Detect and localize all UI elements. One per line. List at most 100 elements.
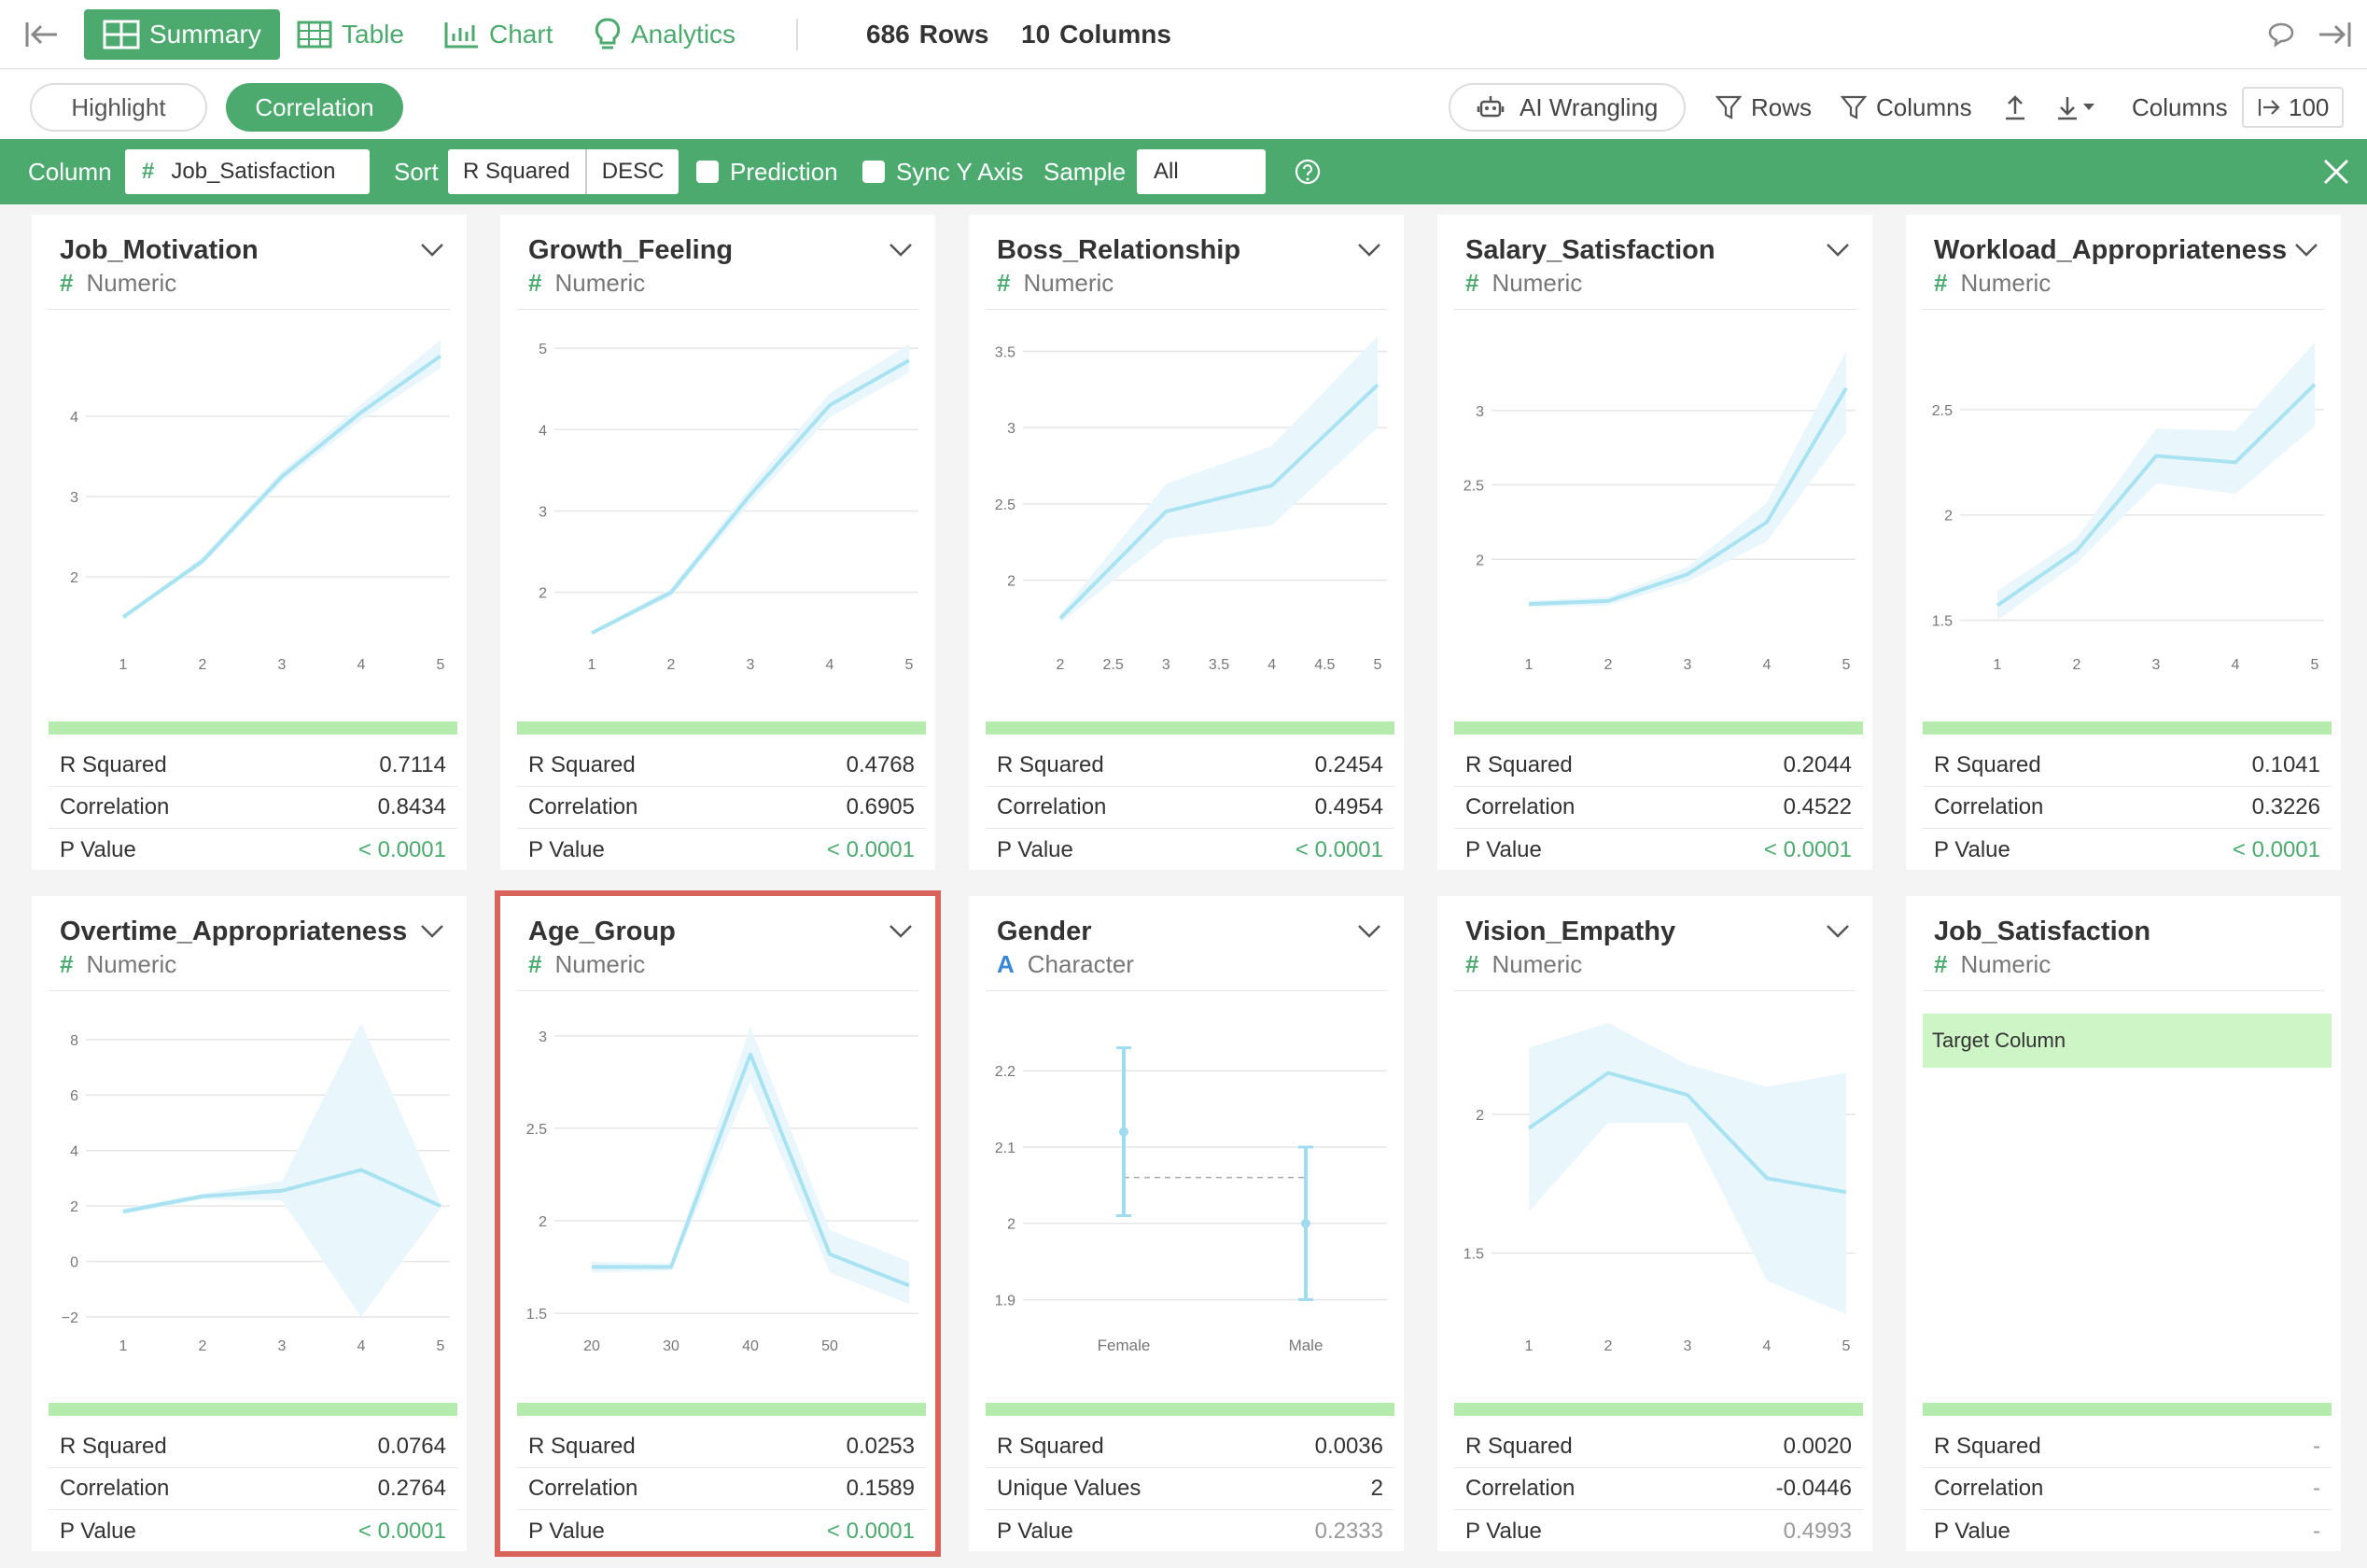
tab-table[interactable]: Table [297, 0, 404, 69]
card-body: Growth_Feeling # Numeric 2 3 4 5 1 2 3 4 5 R Squared… [500, 215, 935, 870]
stat-row: R Squared 0.2044 [1454, 745, 1863, 787]
comment-icon[interactable] [2268, 0, 2304, 69]
chevron-down-icon[interactable] [1357, 243, 1381, 262]
trend-line [1058, 383, 1380, 620]
correlation-card: Growth_Feeling # Numeric 2 3 4 5 1 2 3 4 5 R Squared… [500, 215, 935, 870]
upload-icon[interactable] [2003, 83, 2027, 132]
columns-filter-button[interactable]: Columns [1841, 83, 1972, 132]
numeric-type-icon: # [528, 269, 542, 297]
sort-by-select[interactable]: R Squared [463, 159, 570, 184]
chevron-down-icon[interactable] [1826, 243, 1850, 262]
stat-label: R Squared [1465, 1434, 1573, 1459]
card-body: Job_Satisfaction # Numeric Target Column R S… [1906, 896, 2341, 1551]
rows-filter-label: Rows [1751, 92, 1813, 121]
correlation-card: Job_Motivation # Numeric 2 3 4 1 2 3 4 5 R Squared 0… [32, 215, 467, 870]
rows-count-value: 686 [866, 20, 910, 49]
chevron-down-icon[interactable] [889, 924, 913, 944]
x-tick-label: 5 [1842, 1338, 1851, 1354]
tab-summary[interactable]: Summary [84, 9, 280, 60]
y-tick-label: 1.5 [1464, 1247, 1484, 1263]
chevron-down-icon[interactable] [1826, 924, 1850, 944]
stat-row: R Squared 0.7114 [49, 745, 457, 787]
chevron-down-icon[interactable] [420, 243, 444, 262]
correlation-button-label: Correlation [255, 92, 374, 121]
stat-row: R Squared 0.0764 [49, 1426, 457, 1468]
close-icon[interactable] [2322, 139, 2350, 204]
stat-label: R Squared [1465, 752, 1573, 777]
filter-icon [1841, 95, 1867, 119]
confidence-band [123, 340, 441, 619]
x-tick-label: 50 [821, 1338, 838, 1354]
ai-wrangling-label: AI Wrangling [1520, 92, 1659, 121]
chevron-down-icon[interactable] [1357, 924, 1381, 944]
stat-value: 0.6905 [846, 794, 915, 819]
collapse-right-icon[interactable] [2317, 0, 2361, 69]
tab-chart-label: Chart [489, 20, 553, 49]
x-tick-label: 4 [357, 1338, 366, 1354]
confidence-band [592, 343, 909, 636]
stat-row: Correlation 0.8434 [49, 787, 457, 829]
numeric-hash-icon: # [142, 159, 155, 184]
mean-point [1119, 1127, 1128, 1137]
y-tick-label: 3.5 [995, 344, 1015, 360]
prediction-checkbox[interactable]: Prediction [696, 139, 838, 204]
numeric-type-icon: # [1934, 950, 1948, 978]
card-body: Overtime_Appropriateness # Numeric −2 0 2 4 6 8 1… [32, 896, 467, 1551]
x-tick-label: Female [1098, 1337, 1151, 1354]
columns-limit-text: Columns [2132, 92, 2228, 121]
x-tick-label: 4 [1268, 657, 1276, 673]
columns-count: 10 Columns [1021, 0, 1171, 69]
sort-order-toggle[interactable]: DESC [584, 149, 679, 194]
trend-line [1528, 386, 1848, 607]
highlight-button[interactable]: Highlight [30, 83, 207, 132]
trend-line [1996, 383, 2317, 608]
card-type: # Numeric [1465, 950, 1582, 979]
y-tick-label: 2.5 [1464, 479, 1484, 495]
y-tick-label: 2.5 [526, 1122, 547, 1138]
lightbulb-icon [595, 18, 621, 49]
y-tick-label: 4 [70, 1144, 78, 1160]
correlation-chart: 1.5 2 2.5 1 2 3 4 5 [1932, 342, 2324, 673]
numeric-type-icon: # [60, 950, 74, 978]
target-column-badge: Target Column [1923, 1014, 2332, 1068]
y-tick-label: 2 [539, 1214, 547, 1230]
correlation-button[interactable]: Correlation [226, 83, 403, 132]
help-icon[interactable] [1294, 139, 1322, 204]
sync-y-axis-checkbox[interactable]: Sync Y Axis [862, 139, 1023, 204]
columns-limit-input[interactable]: 100 [2242, 87, 2345, 128]
stat-row: R Squared 0.0036 [986, 1426, 1394, 1468]
chevron-down-icon[interactable] [889, 243, 913, 262]
sort-label: Sort [394, 157, 439, 186]
stat-row: P Value 0.2333 [986, 1510, 1394, 1552]
y-tick-label: −2 [62, 1310, 78, 1326]
ai-wrangling-button[interactable]: AI Wrangling [1449, 83, 1687, 132]
card-type-label: Numeric [1492, 269, 1583, 297]
stat-value: 0.0036 [1314, 1434, 1383, 1459]
collapse-left-icon[interactable] [24, 0, 69, 69]
x-tick-label: 5 [905, 657, 914, 673]
stat-value: 0.1589 [846, 1476, 915, 1501]
stat-value: 0.1041 [2251, 752, 2320, 777]
correlation-chart: 2 2.5 3 3.5 2 2.5 3 3.5 4 4.5 5 [995, 336, 1387, 673]
x-tick-label: 1 [1525, 657, 1534, 673]
target-column-select[interactable]: # Job_Satisfaction [125, 149, 370, 194]
x-tick-label: 4 [826, 657, 834, 673]
trend-line [1527, 1071, 1847, 1195]
stat-row: R Squared 0.4768 [517, 745, 926, 787]
stat-row: Correlation 0.3226 [1923, 787, 2332, 829]
download-menu-icon[interactable] [2055, 83, 2098, 132]
tab-chart[interactable]: Chart [444, 0, 553, 69]
sample-select[interactable]: All [1137, 149, 1266, 194]
y-tick-label: 8 [70, 1033, 78, 1049]
stat-value: 0.0020 [1783, 1434, 1852, 1459]
rows-filter-button[interactable]: Rows [1716, 83, 1812, 132]
chevron-down-icon[interactable] [2294, 243, 2318, 262]
x-tick-label: 1 [588, 657, 596, 673]
tab-analytics[interactable]: Analytics [594, 0, 735, 69]
card-body: Age_Group # Numeric 1.5 2 2.5 3 20 30 40 50 R Squar… [500, 896, 935, 1551]
stat-label: R Squared [60, 1434, 167, 1459]
stat-value: 0.7114 [379, 752, 446, 777]
x-tick-label: 1 [1994, 657, 2002, 673]
chevron-down-icon[interactable] [420, 924, 444, 944]
x-tick-label: 3 [278, 1338, 287, 1354]
